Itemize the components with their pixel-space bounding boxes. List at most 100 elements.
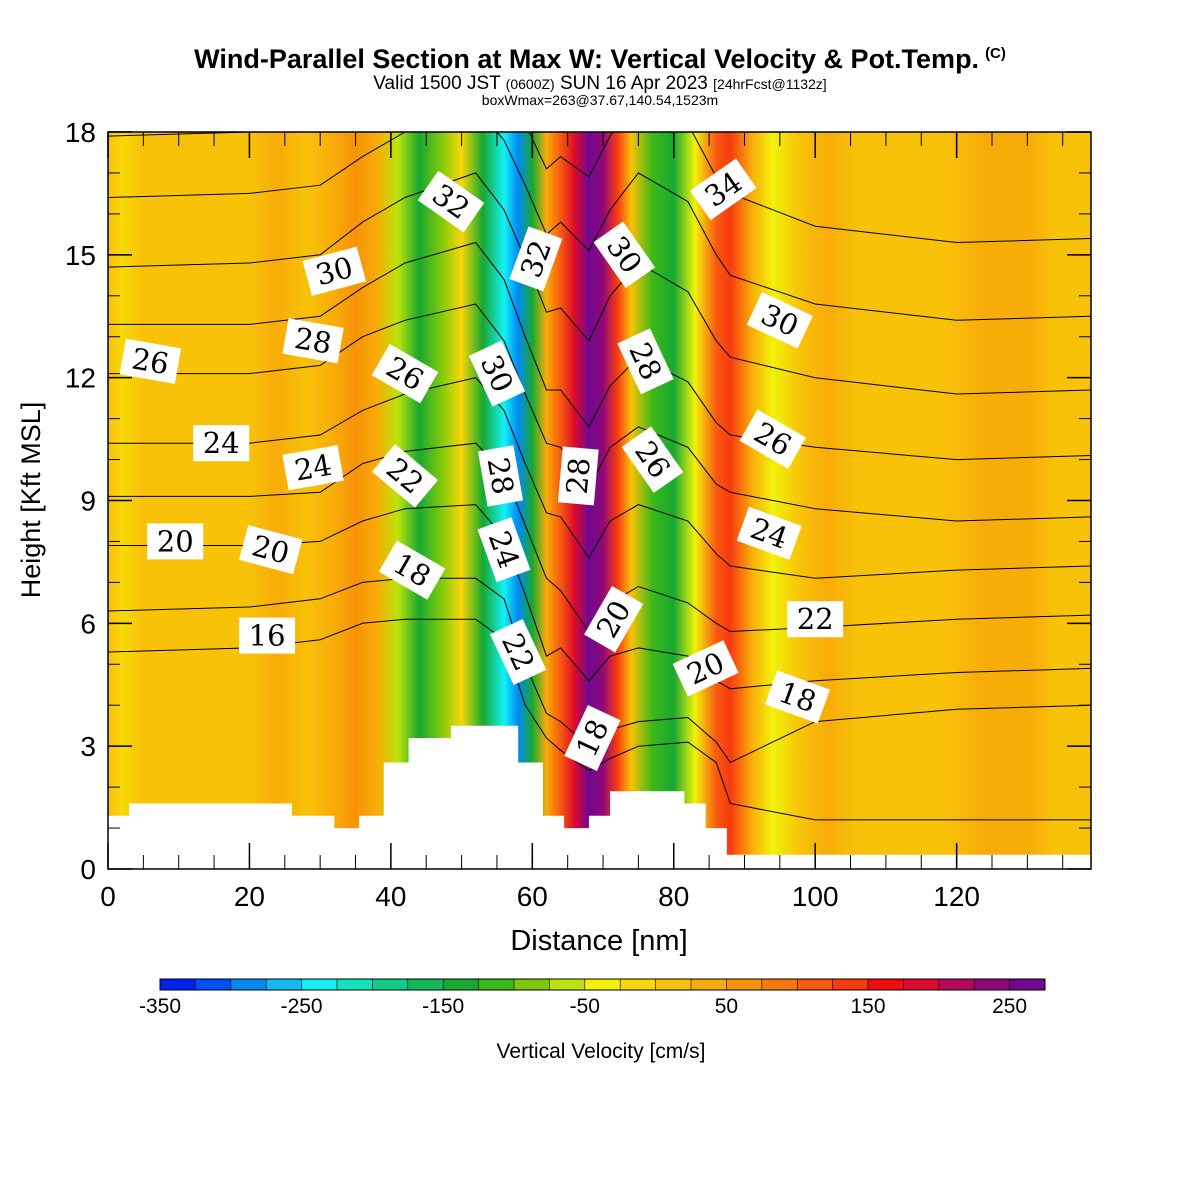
contour-label: 26 [119,338,182,384]
contour-label: 28 [617,328,674,395]
contour-label-box [282,445,344,491]
colorbar-swatch [584,979,621,990]
contour-label-box [672,640,739,697]
contour-label-box [147,523,204,560]
colorbar-swatch [655,979,692,990]
theta-contour-20 [108,504,1091,690]
colorbar-swatch [230,979,267,990]
contour-label: 24 [282,445,344,491]
x-tick-label: 120 [933,881,980,912]
colorbar-frame [159,978,1046,991]
colorbar-swatch [974,979,1010,990]
theta-contour-18 [108,577,1091,764]
theta-contour-26 [108,303,1091,522]
theta-contour-22 [108,442,1091,633]
contour-label-box [584,585,644,653]
contour-label: 16 [239,617,296,654]
colorbar-swatch [549,979,586,990]
contour-label: 26 [739,409,807,469]
valid-utc: (0600Z) [505,76,555,92]
colorbar-swatch [266,979,302,990]
contour-label-box [371,444,439,508]
colorbar-swatch [903,979,940,990]
theta-contour-32 [108,132,1091,321]
contour-label: 28 [557,446,599,506]
colorbar-swatch [301,979,338,990]
valid-date: SUN 16 Apr 2023 [559,73,708,94]
x-tick-label: 0 [100,881,116,912]
colorbar-swatch [797,979,833,990]
contour-label-box [239,617,296,654]
y-tick-label: 12 [65,363,96,394]
contour-label: 22 [787,601,844,638]
contour-label-text: 26 [129,341,171,381]
colorbar-swatch [514,979,550,990]
colorbar-swatch [337,979,373,990]
x-axis-label: Distance [nm] [510,925,687,957]
x-tick-label: 20 [234,881,265,912]
box-wmax-info: boxWmax=263@37.67,140.54,1523m [481,92,719,108]
contour-label-box [564,705,621,771]
contour-label-box [617,328,674,395]
colorbar-tick-label: -250 [281,995,323,1018]
contour-label-box [746,292,813,349]
theta-contour-30 [108,172,1091,395]
colorbar-swatch [443,979,479,990]
theta-contour-24 [108,377,1091,579]
colorbar-swatch [478,979,515,990]
contour-label-box [238,524,303,575]
y-axis-label: Height [Kft MSL] [16,402,46,599]
contour-label-box [371,344,439,404]
contour-label-box [690,158,757,221]
contour-label-text: 20 [157,524,194,558]
contour-label-text: 28 [292,321,334,361]
contour-label-box [477,445,524,507]
valid-prefix: Valid 1500 JST [373,73,501,94]
colorbar-tick-label: -50 [570,995,600,1018]
y-tick-label: 3 [80,731,96,762]
theta-contour-28 [108,241,1091,461]
contour-label-text: 16 [249,619,286,653]
contour-label-box [593,221,656,289]
colorbar-swatch [195,979,232,990]
contour-label-box [739,409,807,469]
contour-label: 20 [147,523,204,560]
colorbar-swatch [832,979,869,990]
contour-label-text: 24 [203,426,240,460]
colorbar-swatch [938,979,975,990]
copyright-mark: (C) [985,45,1006,62]
y-tick-label: 15 [65,240,96,271]
colorbar-label: Vertical Velocity [cm/s] [497,1040,706,1063]
contour-label-box [509,226,563,292]
colorbar-swatch [868,979,904,990]
colorbar-swatch [761,979,798,990]
contour-label-text: 24 [292,448,334,488]
x-tick-label: 40 [375,881,406,912]
colorbar-swatch [1009,979,1046,990]
contour-label-text: 28 [560,456,597,496]
contour-label-box [765,670,830,724]
contour-label-box [302,246,367,296]
y-tick-label: 9 [80,486,96,517]
contour-label-box [193,425,250,462]
contour-label-text: 22 [797,602,834,636]
contour-label-box [417,170,485,233]
contour-label: 28 [477,445,524,507]
y-tick-label: 6 [80,608,96,639]
axis-ticks: 0 20 40 60 80 100 120 0 3 6 9 12 15 18 [65,117,1091,912]
contour-label-box [378,540,446,600]
colorbar-swatch [372,979,409,990]
contour-label-box [119,338,182,384]
y-tick-label: 0 [80,854,96,885]
colorbar-tick-label: 250 [992,995,1027,1018]
x-tick-label: 80 [658,881,689,912]
contour-label: 32 [417,170,485,233]
colorbar-swatch [726,979,763,990]
contour-label-text: 28 [481,455,521,497]
contour-label: 20 [238,524,303,575]
colorbar-swatch [407,979,444,990]
colorbar-swatch [691,979,727,990]
colorbar-swatch [160,979,196,990]
x-tick-label: 60 [517,881,548,912]
